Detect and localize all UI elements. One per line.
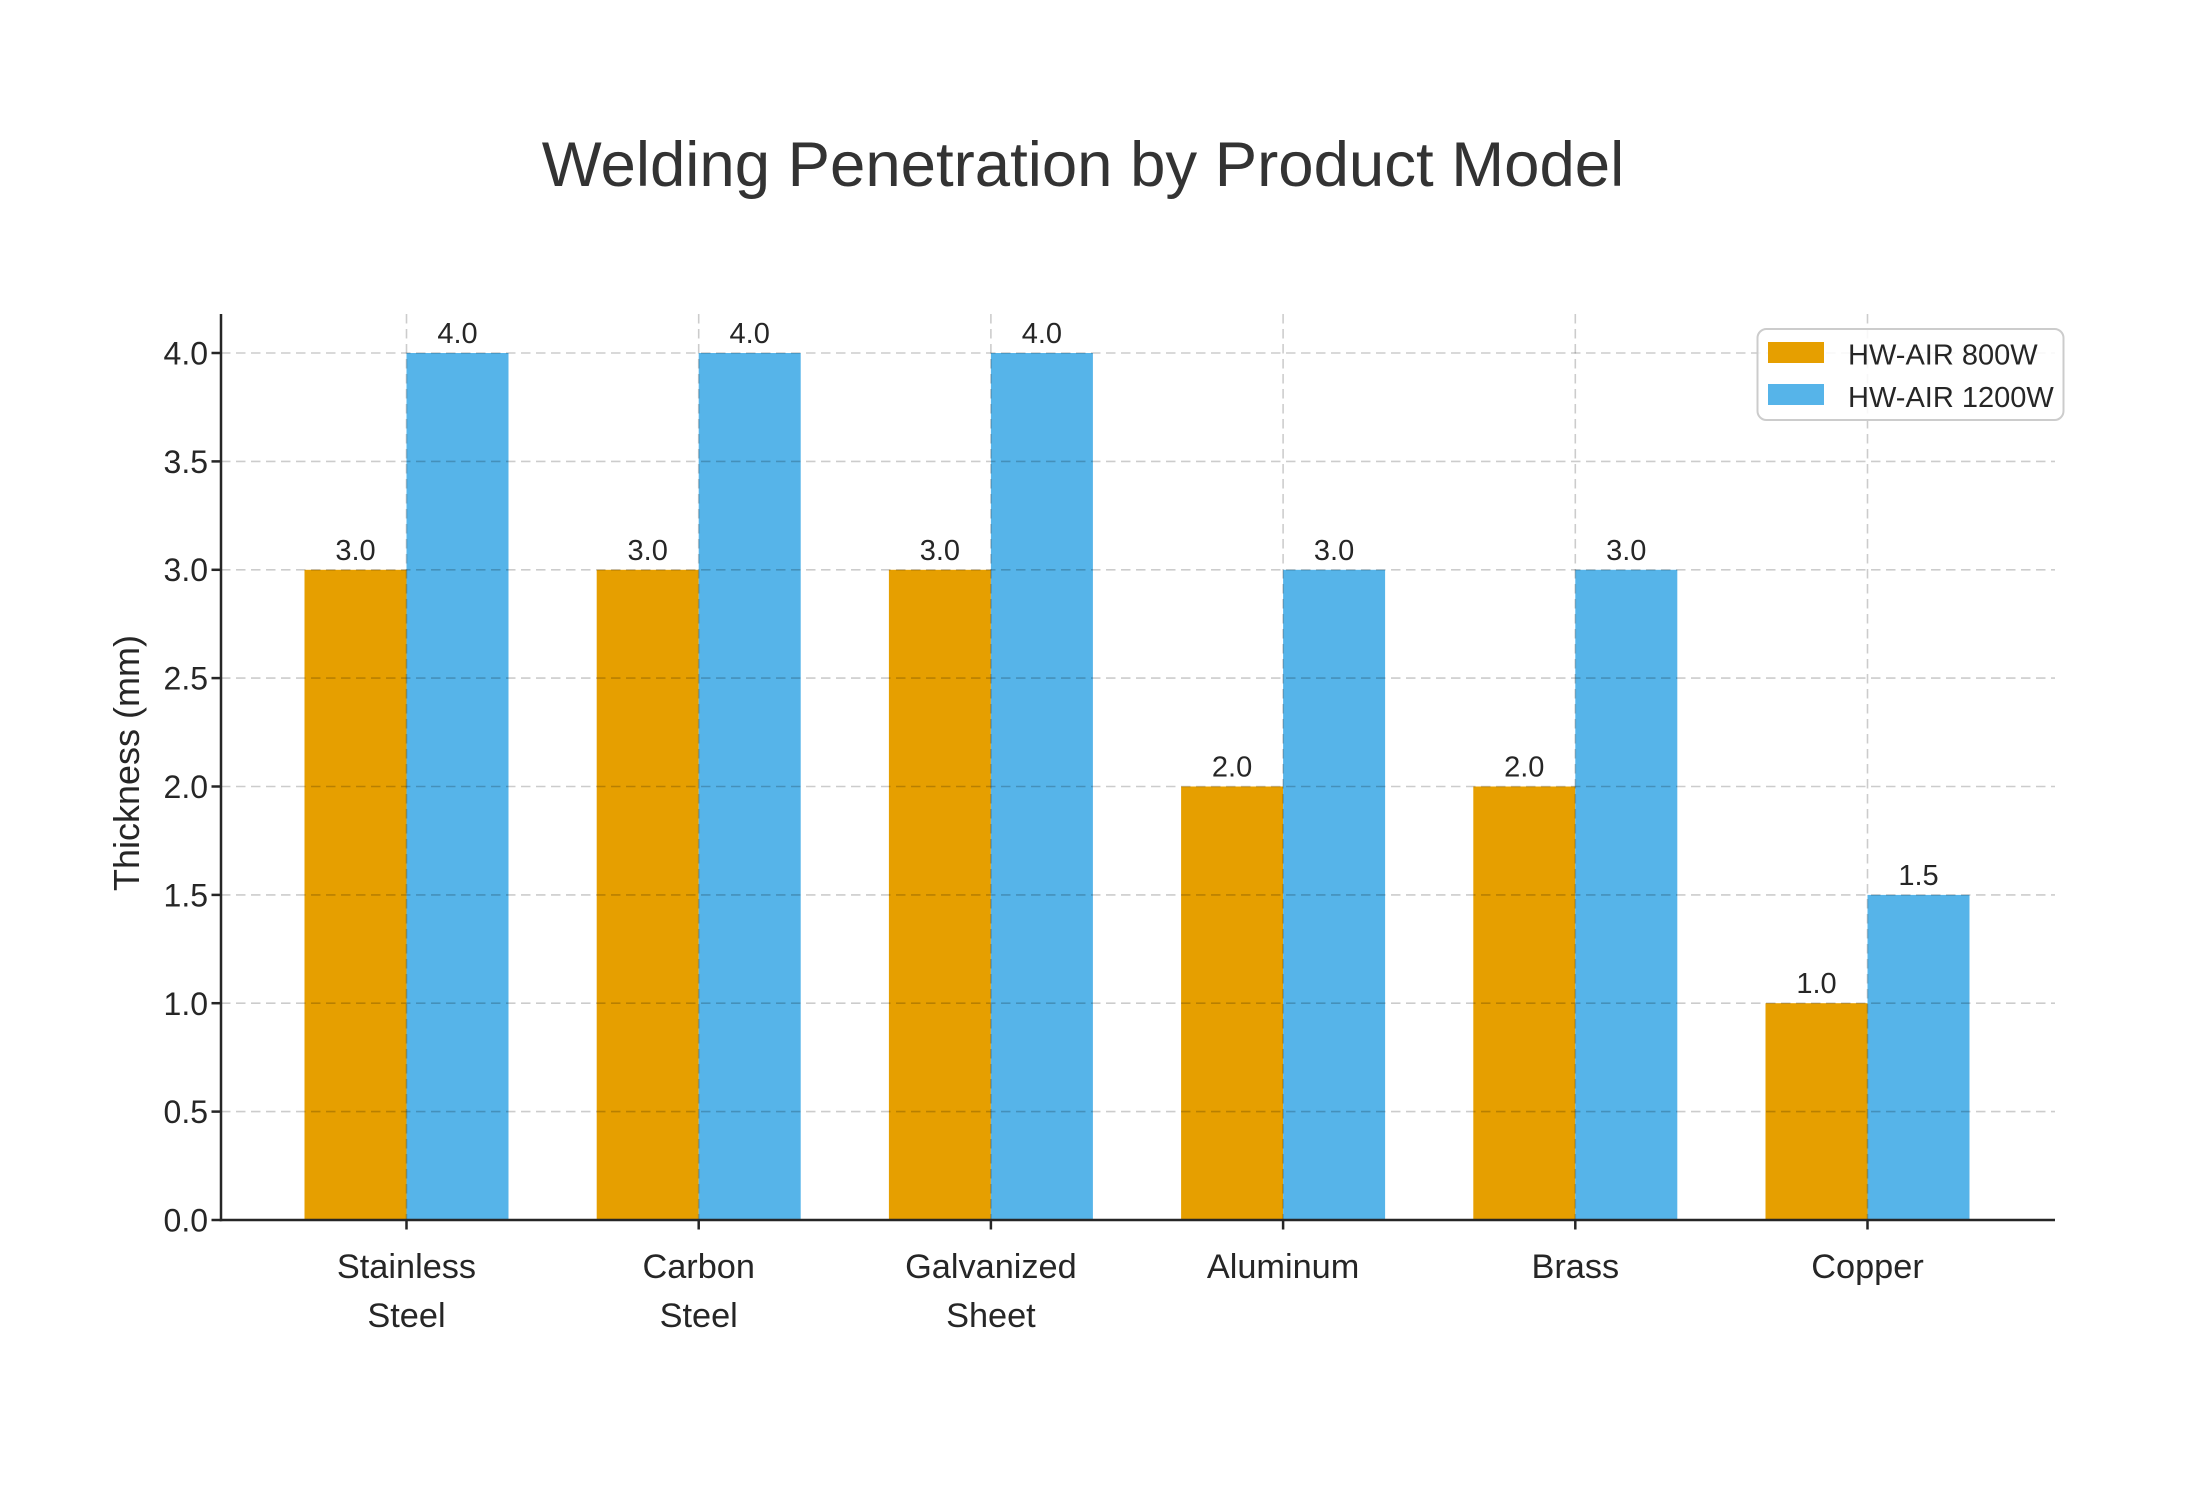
svg-text:Aluminum: Aluminum bbox=[1207, 1248, 1359, 1286]
svg-text:2.0: 2.0 bbox=[1212, 752, 1252, 784]
svg-text:1.5: 1.5 bbox=[164, 877, 208, 913]
svg-text:Brass: Brass bbox=[1531, 1248, 1619, 1286]
svg-text:2.0: 2.0 bbox=[164, 769, 208, 805]
svg-text:Galvanized: Galvanized bbox=[905, 1248, 1077, 1286]
svg-text:4.0: 4.0 bbox=[437, 318, 477, 350]
svg-text:2.0: 2.0 bbox=[1504, 752, 1544, 784]
svg-text:4.0: 4.0 bbox=[1022, 318, 1062, 350]
svg-text:Welding Penetration by Product: Welding Penetration by Product Model bbox=[542, 130, 1624, 200]
svg-text:Sheet: Sheet bbox=[946, 1297, 1036, 1335]
svg-text:4.0: 4.0 bbox=[164, 336, 208, 372]
svg-text:1.0: 1.0 bbox=[164, 986, 208, 1022]
svg-text:3.0: 3.0 bbox=[1314, 535, 1354, 567]
svg-text:2.5: 2.5 bbox=[164, 661, 208, 697]
svg-text:3.0: 3.0 bbox=[628, 535, 668, 567]
svg-text:0.0: 0.0 bbox=[164, 1203, 208, 1239]
svg-text:1.0: 1.0 bbox=[1796, 968, 1836, 1000]
svg-text:Thickness (mm): Thickness (mm) bbox=[106, 635, 147, 891]
svg-text:HW-AIR 1200W: HW-AIR 1200W bbox=[1848, 382, 2054, 414]
svg-text:1.5: 1.5 bbox=[1898, 860, 1938, 892]
svg-text:Stainless: Stainless bbox=[337, 1248, 476, 1286]
svg-text:3.0: 3.0 bbox=[920, 535, 960, 567]
svg-text:HW-AIR 800W: HW-AIR 800W bbox=[1848, 340, 2038, 372]
svg-text:3.0: 3.0 bbox=[164, 552, 208, 588]
svg-text:Steel: Steel bbox=[367, 1297, 445, 1335]
svg-text:3.5: 3.5 bbox=[164, 444, 208, 480]
svg-text:Steel: Steel bbox=[660, 1297, 738, 1335]
svg-text:Carbon: Carbon bbox=[642, 1248, 755, 1286]
svg-text:Copper: Copper bbox=[1811, 1248, 1924, 1286]
svg-text:0.5: 0.5 bbox=[164, 1094, 208, 1130]
svg-text:4.0: 4.0 bbox=[730, 318, 770, 350]
svg-text:3.0: 3.0 bbox=[335, 535, 375, 567]
svg-text:3.0: 3.0 bbox=[1606, 535, 1646, 567]
